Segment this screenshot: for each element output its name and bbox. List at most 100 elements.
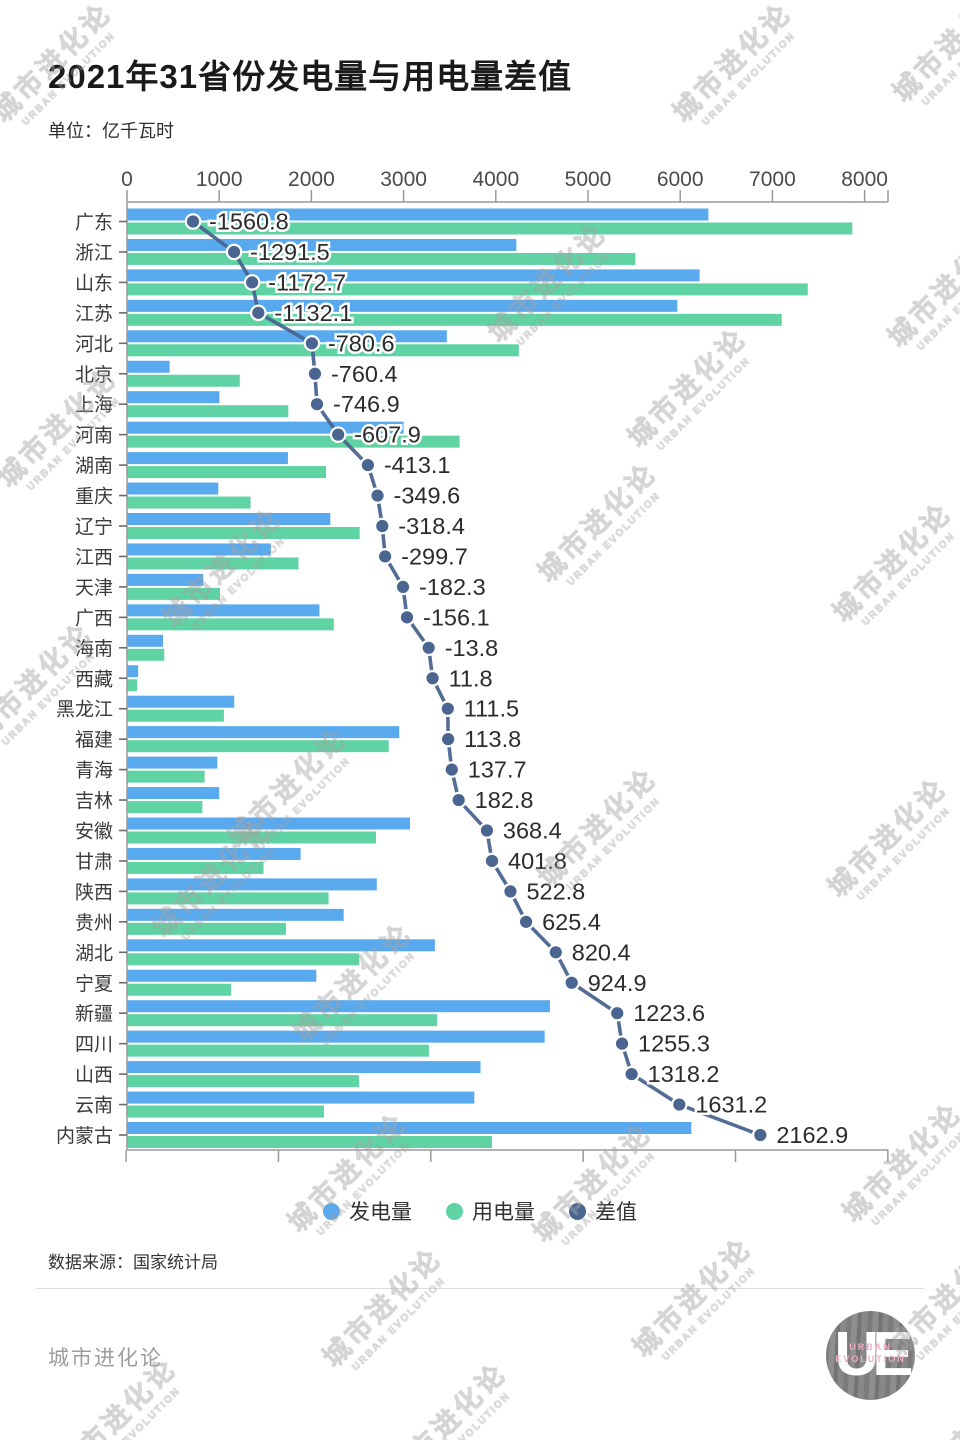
diff-value-label: 820.4: [572, 939, 631, 965]
data-source: 数据来源：国家统计局: [48, 1253, 218, 1272]
bar-consumption: [127, 313, 782, 326]
diff-point: [443, 761, 461, 778]
legend-dot-icon: [569, 1202, 586, 1220]
watermark-line2: URBAN EVOLUTION: [415, 1390, 514, 1440]
category-label: 甘肃: [75, 851, 113, 873]
diff-point: [613, 1035, 631, 1052]
legend-item-0: 发电量: [323, 1196, 412, 1226]
bar-generation: [127, 787, 220, 800]
bar-consumption: [127, 892, 329, 905]
diff-value-label: 522.8: [526, 878, 585, 904]
top-axis-tick-label: 5000: [565, 168, 612, 191]
diverging-bar-line-chart: 0 1000 2000 3000 4000 5000 6000 7000 8000 -2000 -1…: [56, 168, 911, 1170]
unit-label: 单位：亿千瓦时: [48, 121, 174, 141]
category-label: 宁夏: [75, 973, 113, 995]
bar-consumption: [127, 709, 224, 722]
bar-generation: [127, 1061, 481, 1074]
watermark-line2: URBAN EVOLUTION: [350, 1275, 449, 1374]
logo-letters: UE: [834, 1320, 913, 1389]
category-label: 青海: [75, 760, 113, 782]
diff-value-label: 368.4: [503, 818, 562, 844]
bar-consumption: [127, 1044, 429, 1057]
bar-generation: [127, 847, 301, 860]
bar-generation: [127, 269, 700, 282]
bar-consumption: [127, 496, 251, 509]
bar-generation: [127, 482, 219, 495]
category-label: 贵州: [75, 912, 113, 934]
bar-generation: [127, 573, 204, 586]
legend-dot-icon: [323, 1202, 340, 1220]
logo-caption: URBAN EVOLUTION: [826, 1341, 915, 1365]
bar-consumption: [127, 953, 360, 966]
diff-point: [517, 913, 535, 931]
bar-generation: [127, 1122, 692, 1134]
diff-value-label: 113.8: [464, 726, 521, 752]
diff-point: [420, 639, 437, 657]
top-axis-tick-label: 4000: [472, 168, 519, 191]
category-label: 北京: [75, 364, 113, 386]
bar-generation: [127, 1030, 545, 1043]
category-label: 广西: [75, 607, 113, 629]
category-label: 辽宁: [75, 516, 113, 538]
diff-value-label: 11.8: [449, 665, 493, 691]
diff-point: [225, 243, 243, 261]
bottom-axis-tick-label: 0: [425, 1169, 437, 1170]
bar-consumption: [127, 770, 205, 783]
logo-caption-line2: EVOLUTION: [835, 1354, 906, 1364]
legend-label: 用电量: [472, 1201, 535, 1224]
bar-generation: [127, 1000, 550, 1013]
diff-value-label: 1631.2: [695, 1092, 767, 1118]
category-label: 新疆: [75, 1003, 113, 1025]
diff-value-label: -780.6: [328, 330, 395, 356]
bar-consumption: [127, 1014, 438, 1027]
diff-point: [306, 365, 324, 383]
top-axis-tick-label: 0: [121, 168, 133, 191]
diff-point: [250, 304, 267, 322]
bar-consumption: [127, 435, 460, 448]
bar-generation: [127, 817, 410, 830]
bar-consumption: [127, 527, 360, 539]
diff-value-label: -13.8: [445, 635, 499, 661]
diff-point: [608, 1004, 626, 1022]
brand-name: 城市进化论: [48, 1347, 163, 1370]
diff-value-label: 1223.6: [633, 1000, 705, 1026]
bar-generation: [127, 939, 435, 952]
category-label: 山西: [75, 1064, 113, 1086]
category-label: 广东: [75, 212, 113, 234]
bar-generation: [127, 726, 400, 739]
bar-consumption: [127, 344, 519, 357]
bar-consumption: [127, 557, 299, 570]
diff-point: [547, 943, 565, 961]
category-label: 西藏: [75, 668, 113, 690]
diff-point: [483, 852, 501, 870]
brand-logo: UE URBAN EVOLUTION: [826, 1311, 915, 1400]
bar-consumption: [127, 222, 853, 235]
logo-caption-line1: URBAN: [849, 1342, 892, 1352]
bar-consumption: [127, 831, 377, 844]
bar-generation: [127, 665, 139, 678]
legend-item-2: 差值: [569, 1196, 637, 1226]
diff-point: [184, 213, 202, 230]
category-label: 四川: [75, 1035, 113, 1056]
legend-item-1: 用电量: [446, 1196, 535, 1226]
diff-point: [563, 974, 581, 992]
watermark-line1: 城市进化论: [317, 1242, 449, 1374]
diff-point: [308, 395, 326, 413]
diff-point: [359, 456, 377, 474]
watermark-line1: 城市进化论: [627, 1232, 759, 1364]
category-label: 湖南: [75, 455, 113, 477]
diff-point: [671, 1096, 688, 1113]
category-label: 湖北: [75, 942, 113, 964]
bar-consumption: [127, 648, 165, 661]
category-label: 江苏: [75, 303, 113, 325]
diff-point: [394, 578, 412, 596]
page-title: 2021年31省份发电量与用电量差值: [48, 58, 573, 95]
diff-value-label: 625.4: [542, 909, 601, 935]
top-axis-tick-label: 8000: [841, 168, 888, 191]
bar-generation: [127, 908, 344, 921]
bar-consumption: [127, 801, 203, 814]
bar-generation: [127, 634, 164, 647]
